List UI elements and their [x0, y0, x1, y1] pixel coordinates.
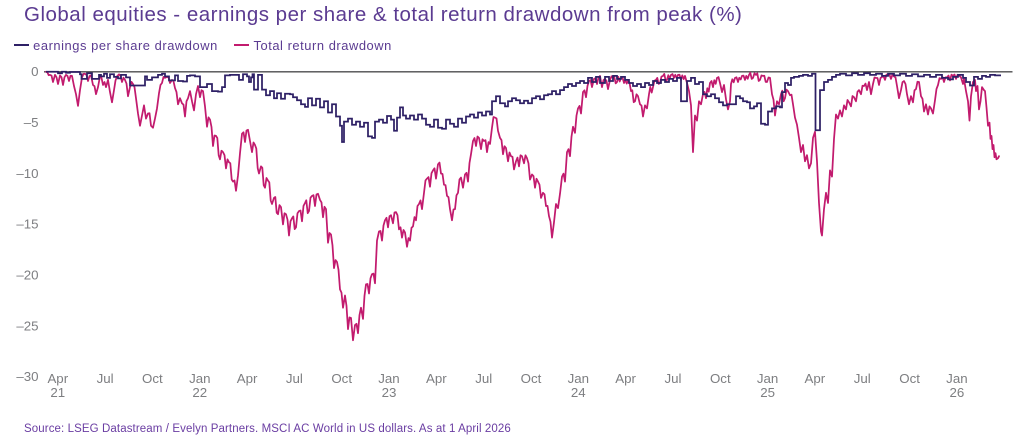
svg-text:Jan: Jan [378, 371, 399, 386]
svg-text:Jul: Jul [286, 371, 303, 386]
svg-text:24: 24 [571, 385, 586, 400]
svg-text:Jul: Jul [665, 371, 682, 386]
svg-text:–25: –25 [16, 318, 38, 333]
svg-text:–20: –20 [16, 268, 38, 283]
svg-text:21: 21 [50, 385, 65, 400]
svg-text:Apr: Apr [615, 371, 636, 386]
svg-text:Jan: Jan [757, 371, 778, 386]
svg-text:23: 23 [382, 385, 397, 400]
svg-text:26: 26 [950, 385, 965, 400]
svg-text:Jan: Jan [568, 371, 589, 386]
svg-text:Oct: Oct [142, 371, 163, 386]
svg-text:Apr: Apr [805, 371, 826, 386]
svg-text:Jul: Jul [475, 371, 492, 386]
svg-text:0: 0 [31, 64, 38, 79]
svg-text:22: 22 [192, 385, 207, 400]
svg-text:Oct: Oct [899, 371, 920, 386]
svg-text:Jul: Jul [854, 371, 871, 386]
svg-text:Jan: Jan [946, 371, 967, 386]
svg-text:Apr: Apr [237, 371, 258, 386]
svg-text:Oct: Oct [710, 371, 731, 386]
svg-text:Jan: Jan [189, 371, 210, 386]
svg-text:25: 25 [760, 385, 775, 400]
svg-text:–5: –5 [24, 115, 39, 130]
svg-text:Apr: Apr [426, 371, 447, 386]
svg-text:Oct: Oct [331, 371, 352, 386]
svg-text:–10: –10 [16, 166, 38, 181]
svg-text:–15: –15 [16, 217, 38, 232]
svg-text:Oct: Oct [521, 371, 542, 386]
svg-text:Apr: Apr [47, 371, 68, 386]
svg-text:Jul: Jul [97, 371, 114, 386]
svg-text:–30: –30 [16, 369, 38, 384]
